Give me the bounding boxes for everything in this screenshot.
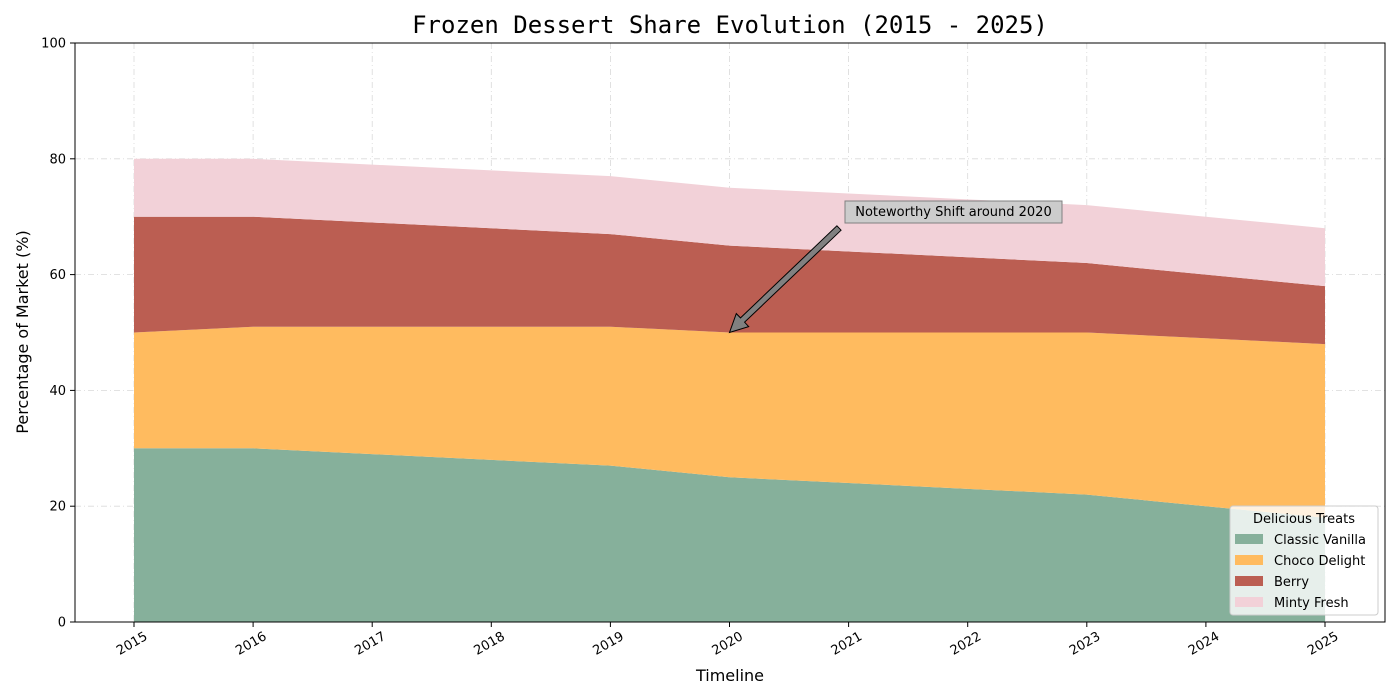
y-tick-label: 40 (49, 384, 66, 399)
legend-label-berry: Berry (1274, 575, 1309, 590)
y-tick-label: 80 (49, 152, 66, 167)
y-tick-label: 0 (58, 616, 66, 631)
legend-label-choco-delight: Choco Delight (1274, 554, 1365, 569)
area-layers (134, 158, 1325, 622)
y-tick-label: 60 (49, 268, 66, 283)
y-tick-label: 100 (41, 37, 66, 52)
x-axis: 2015 2016 2017 2018 2019 2020 2021 2022 2023 2024… (114, 622, 1341, 659)
annotation-box (844, 200, 1063, 224)
area-minty-fresh (134, 158, 1325, 287)
legend-box (1229, 505, 1379, 616)
legend-swatch-minty-fresh (1235, 597, 1263, 607)
x-tick-label: 2021 (829, 629, 865, 659)
annotation-arrow (728, 225, 842, 334)
x-tick-label: 2025 (1305, 629, 1341, 659)
annotation-text: Noteworthy Shift around 2020 (855, 205, 1051, 220)
legend-title: Delicious Treats (1253, 512, 1355, 527)
x-axis-label: Timeline (695, 666, 764, 685)
x-tick-label: 2016 (233, 629, 269, 659)
y-tick-label: 20 (49, 500, 66, 515)
x-tick-label: 2019 (591, 629, 627, 659)
x-tick-label: 2020 (710, 629, 746, 659)
chart-title: Frozen Dessert Share Evolution (2015 - 2… (412, 11, 1048, 39)
area-berry (134, 216, 1325, 345)
x-tick-label: 2024 (1186, 629, 1222, 659)
x-tick-label: 2015 (114, 629, 150, 659)
x-tick-label: 2023 (1067, 629, 1103, 659)
x-tick-label: 2017 (352, 629, 388, 659)
legend-swatch-choco-delight (1235, 555, 1263, 565)
legend: Delicious Treats Classic Vanilla Choco Del… (1229, 505, 1379, 616)
y-axis-label: Percentage of Market (%) (13, 230, 32, 433)
legend-label-minty-fresh: Minty Fresh (1274, 596, 1349, 611)
annotation: Noteworthy Shift around 2020 (728, 200, 1063, 334)
legend-label-classic-vanilla: Classic Vanilla (1274, 533, 1366, 548)
legend-swatch-classic-vanilla (1235, 534, 1263, 544)
area-choco-delight (134, 326, 1325, 518)
x-tick-label: 2022 (948, 629, 984, 659)
y-axis: 0 20 40 60 80 100 (41, 37, 75, 631)
legend-swatch-berry (1235, 576, 1263, 586)
area-classic-vanilla (134, 448, 1325, 622)
x-tick-label: 2018 (471, 629, 507, 659)
